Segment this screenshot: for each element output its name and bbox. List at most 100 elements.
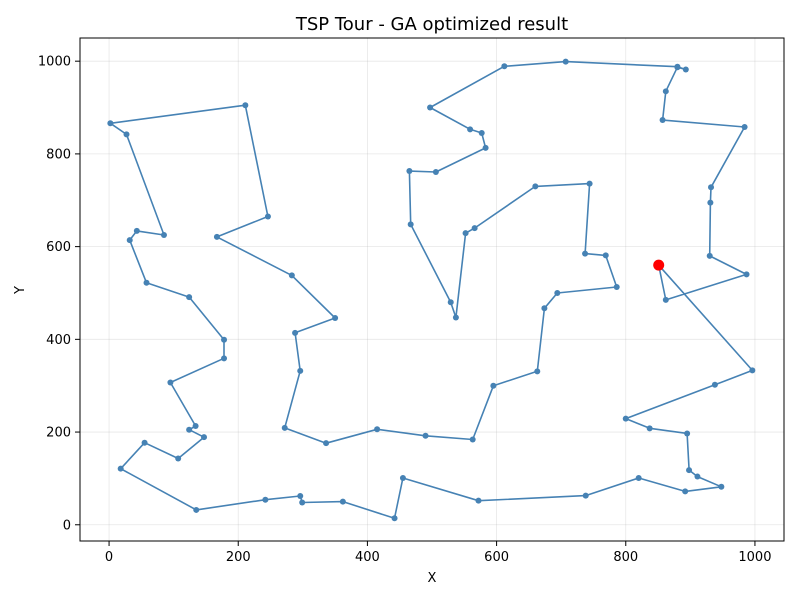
city-point [264,213,271,220]
city-point [422,432,429,439]
city-point [242,102,249,109]
city-point [175,455,182,462]
x-tick-label: 600 [484,550,509,565]
city-point [374,426,381,433]
y-tick-label: 0 [63,518,71,533]
city-point [221,336,228,343]
city-points [107,58,756,522]
city-point [462,230,469,237]
city-point [635,474,642,481]
city-point [281,424,288,431]
city-point [586,180,593,187]
x-tick-label: 200 [226,550,251,565]
city-point [117,465,124,472]
city-point [221,355,228,362]
city-point [406,168,413,175]
x-tick-label: 1000 [738,550,771,565]
city-point [469,436,476,443]
city-point [707,199,714,206]
grid [80,38,784,541]
city-point [201,434,208,441]
city-point [602,252,609,259]
city-point [297,367,304,374]
city-point [478,130,485,137]
city-point [686,467,693,474]
city-point [288,272,295,279]
city-point [193,506,200,513]
city-point [475,497,482,504]
city-point [192,423,199,430]
x-axis-label: X [428,571,437,586]
city-point [292,329,299,336]
y-tick-label: 600 [46,240,71,255]
city-point [297,493,304,500]
city-point [339,498,346,505]
city-point [186,426,193,433]
city-point [123,131,130,138]
city-point [562,58,569,65]
city-point [541,305,548,312]
city-point [582,492,589,499]
city-point [399,474,406,481]
city-point [143,279,150,286]
x-tick-label: 0 [105,550,113,565]
city-point [674,63,681,70]
city-point [160,232,167,239]
city-point [126,237,133,244]
city-point [684,430,691,437]
city-point [501,63,508,70]
city-point [167,379,174,386]
city-point [662,88,669,95]
city-point [706,252,713,259]
city-point [749,367,756,374]
city-point [262,496,269,503]
city-point [141,439,148,446]
city-point [427,104,434,111]
city-point [694,473,701,480]
city-point [407,221,414,228]
y-tick-label: 200 [46,426,71,441]
city-point [432,168,439,175]
city-point [186,294,193,301]
city-point [613,283,620,290]
city-point [133,227,140,234]
city-point [323,440,330,447]
city-point [452,314,459,321]
city-point [107,120,114,127]
city-point [718,483,725,490]
city-point [662,296,669,303]
city-point [743,271,750,278]
city-point [471,225,478,232]
y-axis-label: Y [13,286,28,295]
start-city-marker [653,259,665,271]
city-point [332,315,339,322]
city-point [711,381,718,388]
x-tick-label: 800 [613,550,638,565]
city-point [708,184,715,191]
city-point [622,415,629,422]
city-point [447,299,454,306]
tour-route-line [109,60,754,520]
city-point [682,66,689,73]
city-point [682,488,689,495]
city-point [741,124,748,131]
plot-frame [79,37,785,542]
city-point [213,233,220,240]
city-point [299,499,306,506]
city-point [391,515,398,522]
city-point [532,183,539,190]
city-point [482,144,489,151]
axis-ticks: 0 200 400 600 800 1000 0 200 400 600 800 1000 [38,55,772,565]
y-tick-label: 800 [46,147,71,162]
city-point [582,250,589,257]
city-point [554,289,561,296]
city-point [534,368,541,375]
y-tick-label: 400 [46,333,71,348]
city-point [467,126,474,133]
city-point [646,425,653,432]
city-point [659,117,666,124]
chart-title: TSP Tour - GA optimized result [295,14,568,35]
city-point [490,382,497,389]
x-tick-label: 400 [355,550,380,565]
